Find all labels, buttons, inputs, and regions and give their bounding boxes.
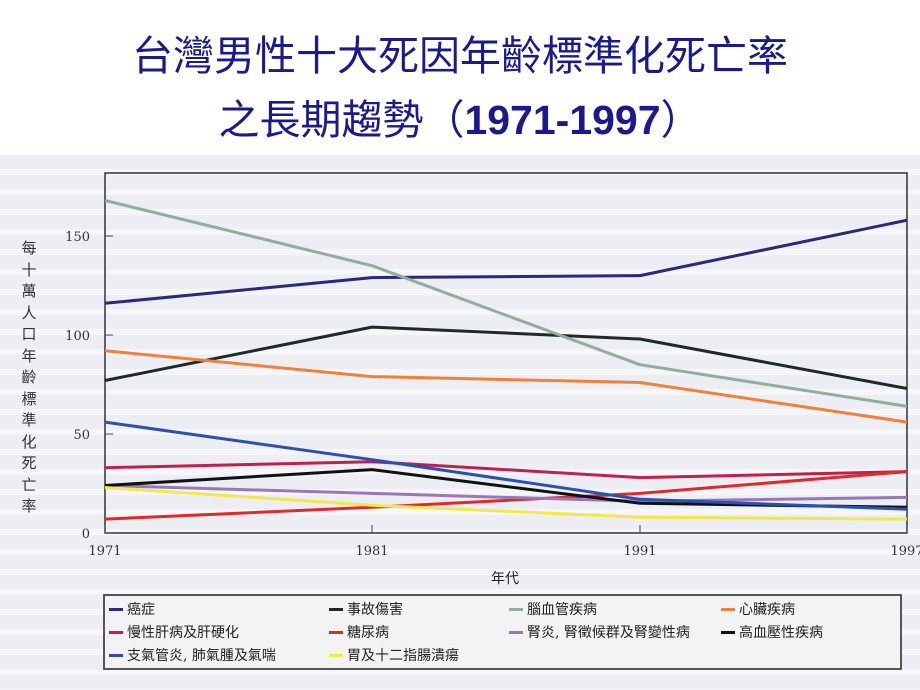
legend-item: 高血壓性疾病 xyxy=(721,622,823,642)
series-line xyxy=(104,486,908,521)
legend-item: 糖尿病 xyxy=(329,622,389,642)
legend-label: 腦血管疾病 xyxy=(527,602,597,618)
legend-item: 事故傷害 xyxy=(329,599,403,619)
legend-swatch xyxy=(329,653,343,657)
legend-swatch xyxy=(109,630,123,634)
x-tick-label: 1997 xyxy=(890,544,920,559)
x-axis-label: 年代 xyxy=(491,571,519,587)
legend-swatch xyxy=(509,630,523,634)
series-line xyxy=(104,460,908,480)
y-tick-label: 50 xyxy=(73,428,90,443)
series-line xyxy=(104,349,908,424)
y-tick-label: 100 xyxy=(65,329,90,344)
legend-label: 高血壓性疾病 xyxy=(739,625,823,641)
legend-swatch xyxy=(329,630,343,634)
series-line xyxy=(104,325,908,390)
legend-swatch xyxy=(109,607,123,611)
x-tick-label: 1971 xyxy=(88,544,121,559)
x-tick-label: 1991 xyxy=(623,544,656,559)
legend-swatch xyxy=(721,607,735,611)
title-close: ） xyxy=(660,96,702,144)
legend-label: 腎炎, 腎徵候群及腎變性病 xyxy=(527,625,690,641)
title-years: 1971-1997 xyxy=(464,97,661,143)
legend-item: 腎炎, 腎徵候群及腎變性病 xyxy=(509,622,690,642)
legend-swatch xyxy=(329,607,343,611)
legend-label: 癌症 xyxy=(127,602,155,618)
plot-frame xyxy=(104,172,908,534)
y-tick-label: 150 xyxy=(65,230,90,245)
legend-item: 腦血管疾病 xyxy=(509,599,597,619)
legend-label: 事故傷害 xyxy=(347,602,403,618)
legend-label: 慢性肝病及肝硬化 xyxy=(127,625,239,641)
legend-label: 支氣管炎, 肺氣腫及氣喘 xyxy=(127,648,276,664)
legend-item: 癌症 xyxy=(109,599,155,619)
legend-label: 胃及十二指腸潰瘍 xyxy=(347,648,459,664)
x-tick-label: 1981 xyxy=(355,544,388,559)
legend-item: 胃及十二指腸潰瘍 xyxy=(329,645,459,665)
series-line xyxy=(104,484,908,503)
series-line xyxy=(104,218,908,305)
title-text: 之長期趨勢（ xyxy=(218,96,465,144)
series-line xyxy=(104,420,908,511)
legend: 癌症 事故傷害 腦血管疾病 心臟疾病慢性肝病及肝硬化 糖尿病 腎炎, 腎徵候群及腎變性病 高… xyxy=(103,594,902,670)
legend-swatch xyxy=(721,630,735,634)
legend-label: 糖尿病 xyxy=(347,625,389,641)
slide-title-line2: 之長期趨勢（1971-1997） xyxy=(0,94,920,146)
y-axis-label: 每十萬人口年齡標準化死亡率 xyxy=(21,239,37,515)
slide-title-line1: 台灣男性十大死因年齡標準化死亡率 xyxy=(132,32,788,80)
y-tick-label: 0 xyxy=(82,527,90,542)
legend-item: 支氣管炎, 肺氣腫及氣喘 xyxy=(109,645,276,665)
legend-item: 心臟疾病 xyxy=(721,599,795,619)
legend-label: 心臟疾病 xyxy=(739,602,795,618)
series-line xyxy=(104,470,908,521)
series-line xyxy=(104,198,908,408)
legend-swatch xyxy=(509,607,523,611)
legend-item: 慢性肝病及肝硬化 xyxy=(109,622,239,642)
legend-swatch xyxy=(109,653,123,657)
